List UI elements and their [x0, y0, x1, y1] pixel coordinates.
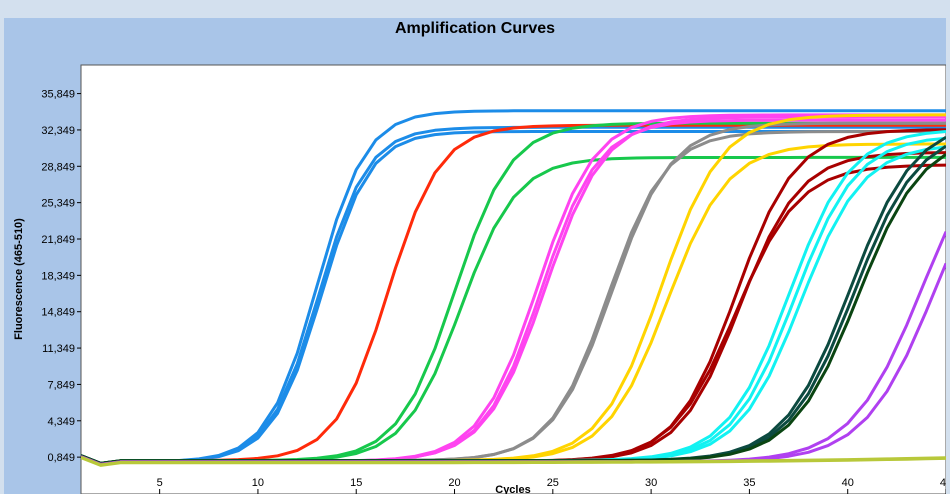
y-tick-label: 14,849	[41, 307, 75, 319]
y-tick-label: 28,849	[41, 161, 75, 173]
y-tick-label: 32,349	[41, 125, 75, 137]
y-tick-label: 18,349	[41, 270, 75, 282]
chart-title: Amplification Curves	[394, 20, 556, 37]
amplification-chart: 0,849 4,349 7,849 11,349 14,849 18,349 21,849 2…	[13, 64, 946, 494]
y-tick-label: 0,849	[47, 452, 75, 464]
y-axis-title: Fluorescence (465-510)	[13, 218, 25, 340]
y-tick-label: 7,849	[47, 379, 75, 391]
x-tick-label: 30	[645, 477, 657, 489]
x-tick-label: 25	[547, 477, 559, 489]
x-tick-label: 45	[940, 477, 946, 489]
y-tick-label: 4,349	[47, 416, 75, 428]
y-tick-label: 21,849	[41, 234, 75, 246]
x-tick-label: 35	[743, 477, 755, 489]
y-tick-label: 11,349	[42, 343, 75, 355]
y-tick-label: 25,349	[41, 198, 75, 210]
x-tick-label: 15	[350, 477, 362, 489]
x-tick-label: 20	[448, 477, 460, 489]
x-tick-label: 10	[252, 477, 264, 489]
series-line-26	[81, 456, 946, 467]
y-tick-label: 35,849	[41, 89, 75, 101]
x-tick-label: 40	[842, 477, 854, 489]
chart-panel: Amplification Curves 0,849 4,349 7,849 11,3…	[4, 18, 946, 494]
x-tick-label: 5	[157, 477, 163, 489]
x-axis-title: Cycles	[495, 484, 530, 494]
